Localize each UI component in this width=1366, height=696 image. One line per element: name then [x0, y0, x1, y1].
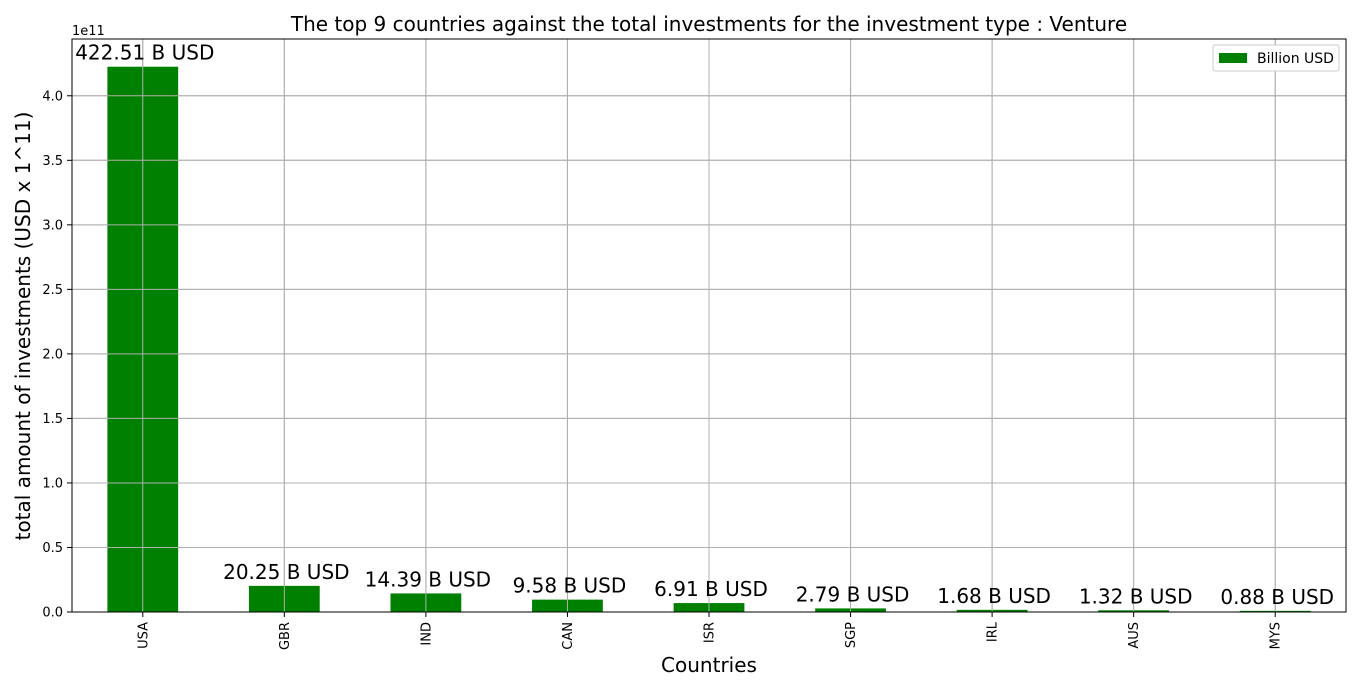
y-offset-text: 1e11	[72, 24, 105, 39]
x-axis-label: Countries	[661, 653, 757, 677]
y-tick-label: 4.0	[42, 89, 63, 104]
data-label: 2.79 B USD	[796, 582, 910, 606]
data-label: 6.91 B USD	[654, 577, 768, 601]
y-tick-label: 1.5	[42, 412, 63, 427]
legend-box	[1212, 44, 1340, 72]
x-tick-label: IND	[419, 622, 434, 646]
legend-label: Billion USD	[1257, 51, 1334, 67]
chart-title: The top 9 countries against the total in…	[290, 12, 1127, 36]
y-axis-ticks: 0.0 0.5 1.0 1.5 2.0 2.5 3.0 3.5 4.0	[42, 89, 72, 621]
y-tick-label: 0.5	[42, 541, 63, 556]
data-label: 422.51 B USD	[75, 41, 214, 65]
legend: Billion USD	[1212, 44, 1340, 72]
data-label: 0.88 B USD	[1220, 585, 1334, 609]
x-tick-label: AUS	[1127, 622, 1142, 649]
x-tick-label: IRL	[986, 621, 1001, 642]
y-axis-label: total amount of investments (USD x 1^11)	[11, 112, 35, 541]
data-label: 9.58 B USD	[513, 574, 627, 598]
y-tick-label: 2.0	[42, 347, 63, 362]
data-label: 1.32 B USD	[1079, 584, 1193, 608]
y-tick-label: 3.5	[42, 154, 63, 169]
y-tick-label: 1.0	[42, 476, 63, 491]
x-tick-label: GBR	[278, 622, 293, 650]
y-tick-label: 3.0	[42, 218, 63, 233]
x-tick-label: CAN	[561, 622, 576, 650]
y-tick-label: 0.0	[42, 606, 63, 621]
data-label: 20.25 B USD	[223, 560, 349, 584]
x-tick-label: MYS	[1269, 622, 1284, 649]
data-labels: 422.51 B USD 20.25 B USD 14.39 B USD 9.58 B…	[75, 41, 1334, 609]
data-label: 1.68 B USD	[937, 584, 1051, 608]
x-tick-label: USA	[136, 622, 151, 649]
legend-swatch	[1219, 53, 1247, 63]
data-label: 14.39 B USD	[365, 567, 491, 591]
bars	[72, 39, 1346, 613]
x-tick-label: ISR	[703, 622, 718, 643]
x-tick-label: SGP	[844, 622, 859, 648]
y-tick-label: 2.5	[42, 283, 63, 298]
x-axis-ticks: USA GBR IND CAN ISR SGP IRL AUS MYS	[136, 612, 1284, 650]
